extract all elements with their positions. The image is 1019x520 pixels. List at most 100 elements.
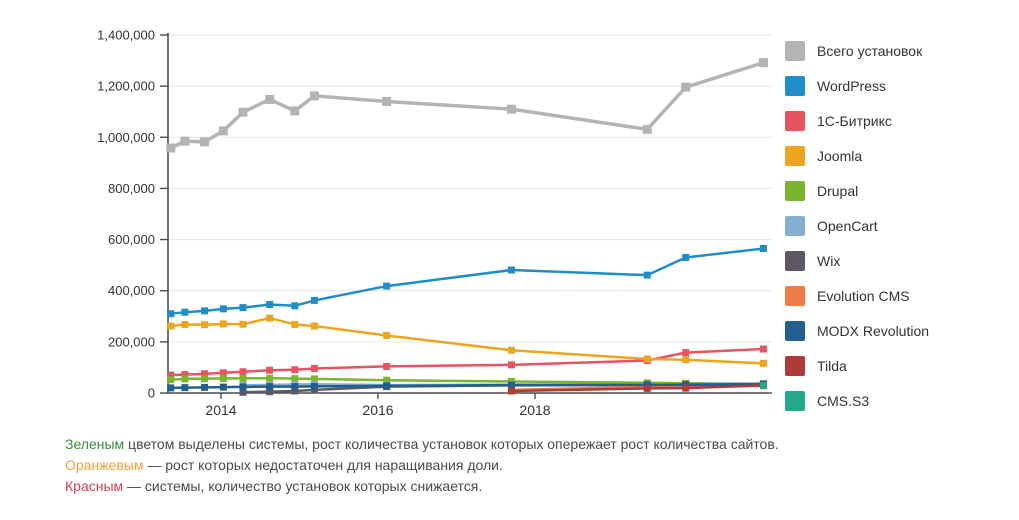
series-marker-total [218, 126, 228, 136]
legend-swatch-drupal [785, 180, 805, 201]
legend-label: MODX Revolution [817, 322, 930, 339]
legend-swatch-tilda [785, 355, 805, 376]
legend-label: Joomla [817, 147, 863, 164]
series-marker-total [309, 91, 319, 101]
legend-item-cms-s3[interactable]: CMS.S3 [785, 383, 1015, 418]
footnote-line: Красным — системы, количество установок … [65, 476, 995, 497]
footnote-text: — системы, количество установок которых … [123, 478, 483, 494]
legend-item-tilda[interactable]: Tilda [785, 348, 1015, 383]
series-marker-drupal [167, 376, 175, 384]
series-marker-wordpress [310, 296, 318, 304]
series-marker-total [382, 96, 392, 106]
legend-label: Evolution CMS [817, 287, 910, 304]
series-marker-bitrix [219, 369, 227, 377]
series-line-tilda [511, 384, 764, 393]
series-line-total [169, 60, 764, 150]
series-marker-drupal [201, 375, 209, 383]
x-axis-label: 2016 [362, 402, 393, 418]
legend-swatch-opencart [785, 215, 805, 236]
series-marker-bitrix [310, 364, 318, 372]
series-marker-joomla [643, 355, 651, 363]
footnote-color-word: Красным [65, 478, 124, 494]
series-marker-modx-revolution [291, 383, 299, 391]
series-line-wordpress [170, 247, 764, 315]
series-marker-total [506, 104, 516, 114]
chart-legend: Всего установок WordPress 1С-Битрикс Joomla… [785, 33, 1015, 418]
series-marker-bitrix [266, 366, 274, 374]
series-marker-modx-revolution [219, 383, 227, 391]
series-marker-wordpress [167, 310, 175, 318]
series-marker-drupal [266, 374, 274, 382]
series-marker-total [758, 58, 768, 68]
y-axis-label: 600,000 [108, 232, 155, 247]
footnote-line: Оранжевым — рост которых недостаточен дл… [65, 455, 995, 476]
series-marker-drupal [219, 374, 227, 382]
legend-label: OpenCart [817, 217, 878, 234]
series-marker-drupal [310, 375, 318, 383]
legend-swatch-modx-revolution [785, 320, 805, 341]
legend-item-wix[interactable]: Wix [785, 243, 1015, 278]
series-marker-total [238, 107, 248, 117]
legend-swatch-evolution-cms [785, 285, 805, 306]
series-marker-total [166, 143, 176, 153]
series-marker-joomla [167, 322, 175, 330]
series-marker-drupal [291, 375, 299, 383]
series-marker-bitrix [167, 371, 175, 379]
legend-swatch-cms-s3 [785, 390, 805, 411]
series-marker-drupal [239, 374, 247, 382]
series-line-bitrix [170, 347, 764, 377]
legend-item-bitrix[interactable]: 1С-Битрикс [785, 103, 1015, 138]
series-line-drupal [170, 376, 764, 386]
series-marker-wordpress [266, 301, 274, 309]
footnote-text: — рост которых недостаточен для наращива… [143, 457, 503, 473]
series-marker-joomla [682, 356, 690, 364]
series-marker-modx-revolution [383, 382, 391, 390]
legend-item-total[interactable]: Всего установок [785, 33, 1015, 68]
legend-item-modx-revolution[interactable]: MODX Revolution [785, 313, 1015, 348]
series-marker-total [265, 94, 275, 104]
series-marker-wordpress [201, 307, 209, 315]
series-marker-wordpress [181, 308, 189, 316]
y-axis-label: 1,000,000 [97, 130, 155, 145]
series-marker-bitrix [239, 368, 247, 376]
legend-label: Wix [817, 252, 841, 269]
footnote-color-word: Оранжевым [65, 457, 144, 473]
series-marker-modx-revolution [239, 383, 247, 391]
legend-item-evolution-cms[interactable]: Evolution CMS [785, 278, 1015, 313]
series-marker-bitrix [291, 366, 299, 374]
legend-label: Drupal [817, 182, 859, 199]
series-marker-joomla [310, 322, 318, 330]
series-marker-total [681, 82, 691, 92]
legend-item-joomla[interactable]: Joomla [785, 138, 1015, 173]
legend-item-opencart[interactable]: OpenCart [785, 208, 1015, 243]
series-marker-wordpress [291, 302, 299, 310]
series-marker-wordpress [682, 253, 690, 261]
legend-item-drupal[interactable]: Drupal [785, 173, 1015, 208]
legend-label: Tilda [817, 357, 847, 374]
series-marker-bitrix [759, 345, 767, 353]
legend-label: CMS.S3 [817, 392, 870, 409]
footnote-text: цветом выделены системы, рост количества… [124, 436, 779, 452]
series-marker-bitrix [201, 370, 209, 378]
legend-label: Всего установок [817, 42, 923, 59]
series-marker-joomla [291, 320, 299, 328]
legend-label: 1С-Битрикс [817, 112, 892, 129]
series-marker-joomla [383, 331, 391, 339]
series-marker-drupal [383, 376, 391, 384]
series-marker-total [642, 124, 652, 134]
series-marker-joomla [181, 320, 189, 328]
series-marker-joomla [266, 314, 274, 322]
series-marker-wordpress [239, 304, 247, 312]
legend-item-wordpress[interactable]: WordPress [785, 68, 1015, 103]
series-marker-bitrix [383, 362, 391, 370]
series-marker-tilda [507, 387, 515, 395]
series-marker-total [200, 137, 210, 147]
y-axis-label: 0 [148, 386, 155, 401]
series-marker-joomla [201, 321, 209, 329]
series-marker-bitrix [181, 371, 189, 379]
legend-swatch-bitrix [785, 110, 805, 131]
series-marker-drupal [181, 375, 189, 383]
y-axis-label: 800,000 [108, 181, 155, 196]
series-marker-wordpress [507, 266, 515, 274]
